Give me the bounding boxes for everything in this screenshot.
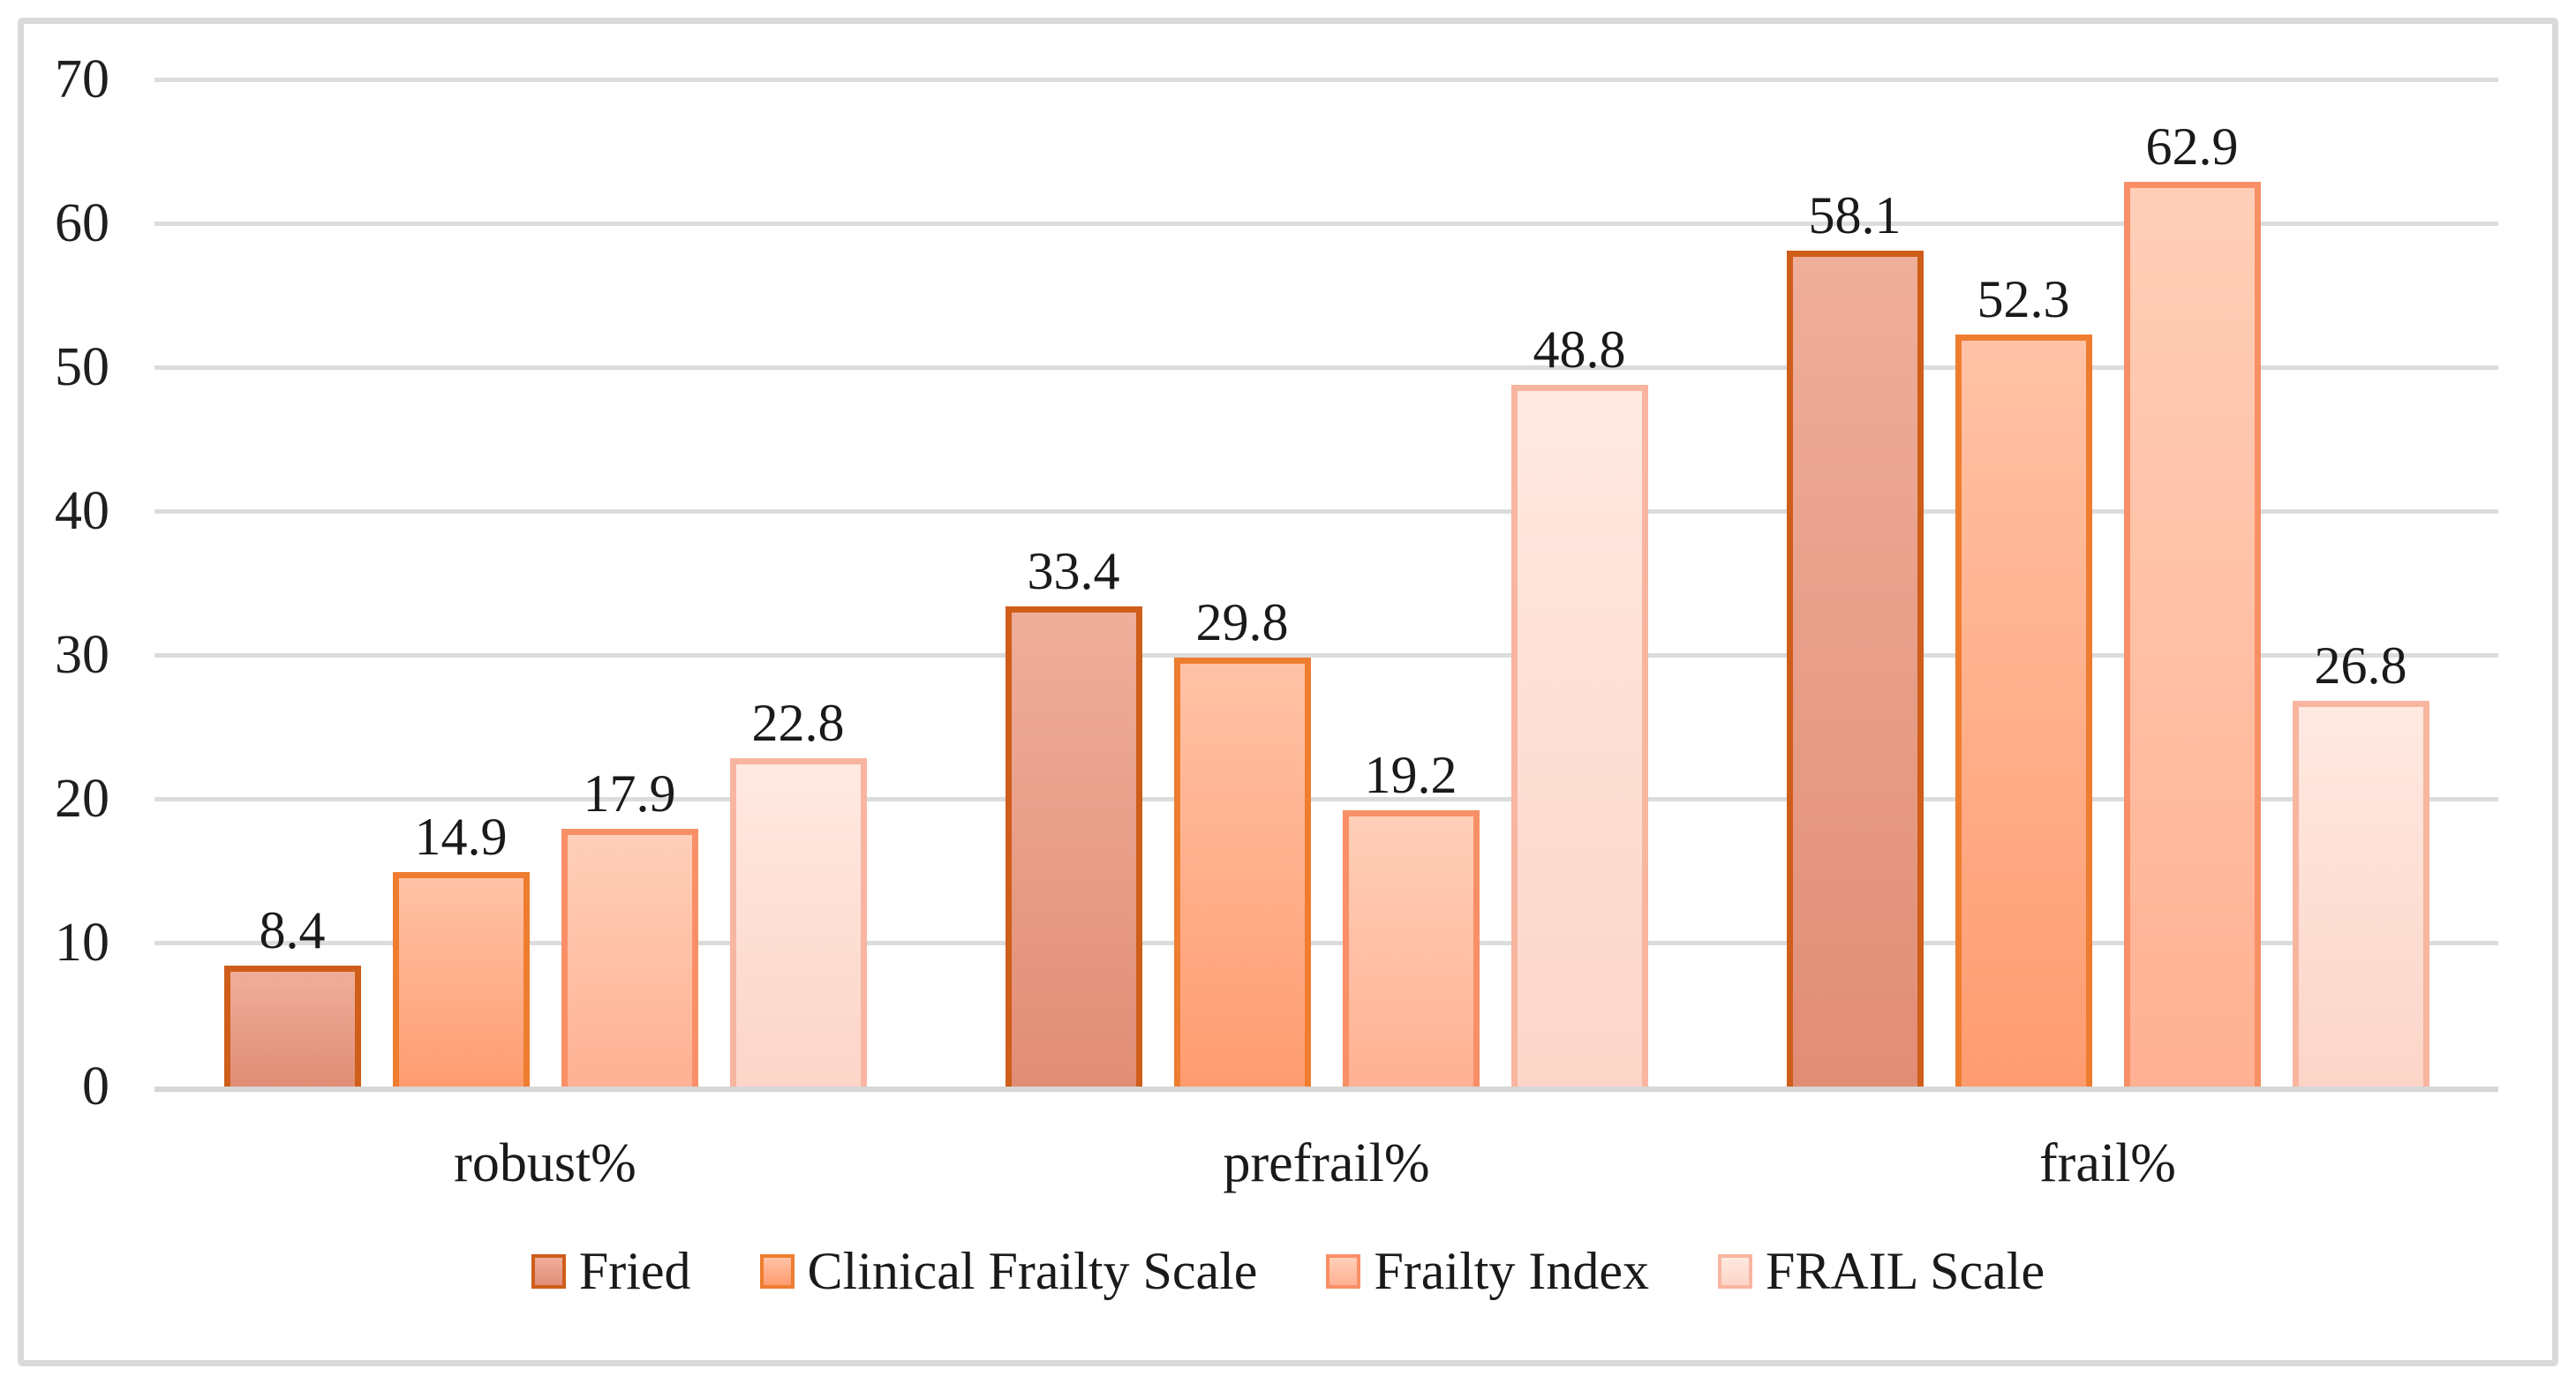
legend-swatch bbox=[1718, 1253, 1753, 1289]
gridline bbox=[154, 365, 2498, 370]
bar-value-label: 48.8 bbox=[1533, 320, 1626, 379]
bar: 52.3 bbox=[1955, 272, 2092, 1087]
y-axis-tick-label: 50 bbox=[55, 337, 109, 397]
legend-item: Frailty Index bbox=[1326, 1243, 1649, 1299]
bar: 17.9 bbox=[561, 766, 698, 1087]
bar-value-label: 26.8 bbox=[2314, 636, 2407, 696]
y-axis-tick-label: 60 bbox=[55, 193, 109, 253]
legend: Fried Clinical Frailty Scale Frailty Index… bbox=[0, 1243, 2576, 1299]
x-axis-category-label: prefrail% bbox=[1223, 1133, 1430, 1193]
bar: 48.8 bbox=[1510, 322, 1648, 1087]
x-axis: robust% prefrail% frail% bbox=[154, 1134, 2498, 1192]
x-axis-category-label: frail% bbox=[2039, 1133, 2176, 1193]
bar: 62.9 bbox=[2123, 119, 2261, 1087]
bar: 19.2 bbox=[1342, 748, 1480, 1087]
gridline bbox=[154, 652, 2498, 658]
y-axis-tick-label: 10 bbox=[55, 913, 109, 973]
legend-label: FRAIL Scale bbox=[1766, 1242, 2045, 1300]
y-axis-tick-label: 70 bbox=[55, 49, 109, 109]
gridline bbox=[154, 77, 2498, 82]
bar: 14.9 bbox=[392, 809, 530, 1087]
gridline bbox=[154, 508, 2498, 514]
bar: 26.8 bbox=[2292, 638, 2429, 1087]
legend-item: FRAIL Scale bbox=[1718, 1243, 2045, 1299]
gridline bbox=[154, 796, 2498, 801]
legend-swatch bbox=[531, 1253, 566, 1289]
bar: 33.4 bbox=[1005, 544, 1142, 1087]
plot-area: 8.4 14.9 17.9 22.8 33.4 29.8 19.2 48.8 58.1 52.3 6… bbox=[154, 77, 2498, 1092]
bar-value-label: 17.9 bbox=[583, 764, 676, 824]
bar-value-label: 19.2 bbox=[1364, 746, 1457, 805]
y-axis-tick-label: 0 bbox=[82, 1057, 109, 1117]
legend-label: Clinical Frailty Scale bbox=[807, 1242, 1258, 1300]
legend-item: Fried bbox=[531, 1243, 691, 1299]
x-axis-category-label: robust% bbox=[454, 1133, 636, 1193]
y-axis-tick-label: 30 bbox=[55, 625, 109, 685]
legend-label: Fried bbox=[578, 1242, 691, 1300]
bar-group-prefrail: 33.4 29.8 19.2 48.8 bbox=[936, 79, 1717, 1087]
legend-swatch bbox=[759, 1253, 795, 1289]
y-axis: 70 60 50 40 30 20 10 0 bbox=[35, 0, 109, 1384]
bar-value-label: 8.4 bbox=[259, 901, 326, 960]
bar-value-label: 14.9 bbox=[414, 808, 508, 867]
bar: 8.4 bbox=[223, 903, 361, 1087]
legend-item: Clinical Frailty Scale bbox=[759, 1242, 1258, 1300]
bar-group-frail: 58.1 52.3 62.9 26.8 bbox=[1717, 79, 2498, 1087]
gridline bbox=[154, 221, 2498, 226]
gridline bbox=[154, 940, 2498, 945]
bar-value-label: 33.4 bbox=[1027, 541, 1120, 600]
y-axis-tick-label: 20 bbox=[55, 769, 109, 829]
bar-value-label: 29.8 bbox=[1195, 593, 1289, 652]
bar-group-robust: 8.4 14.9 17.9 22.8 bbox=[154, 79, 936, 1087]
legend-label: Frailty Index bbox=[1374, 1242, 1650, 1300]
bar: 22.8 bbox=[729, 696, 867, 1087]
bar-value-label: 22.8 bbox=[751, 694, 845, 753]
bar: 58.1 bbox=[1786, 188, 1924, 1087]
y-axis-tick-label: 40 bbox=[55, 481, 109, 541]
legend-swatch bbox=[1326, 1253, 1361, 1289]
x-axis-line bbox=[154, 1087, 2498, 1092]
bar-value-label: 58.1 bbox=[1808, 185, 1902, 244]
bar: 29.8 bbox=[1173, 595, 1311, 1087]
bar-groups: 8.4 14.9 17.9 22.8 33.4 29.8 19.2 48.8 58.1 52.3 6… bbox=[154, 79, 2498, 1087]
bar-value-label: 62.9 bbox=[2145, 117, 2239, 176]
bar-value-label: 52.3 bbox=[1977, 269, 2070, 328]
